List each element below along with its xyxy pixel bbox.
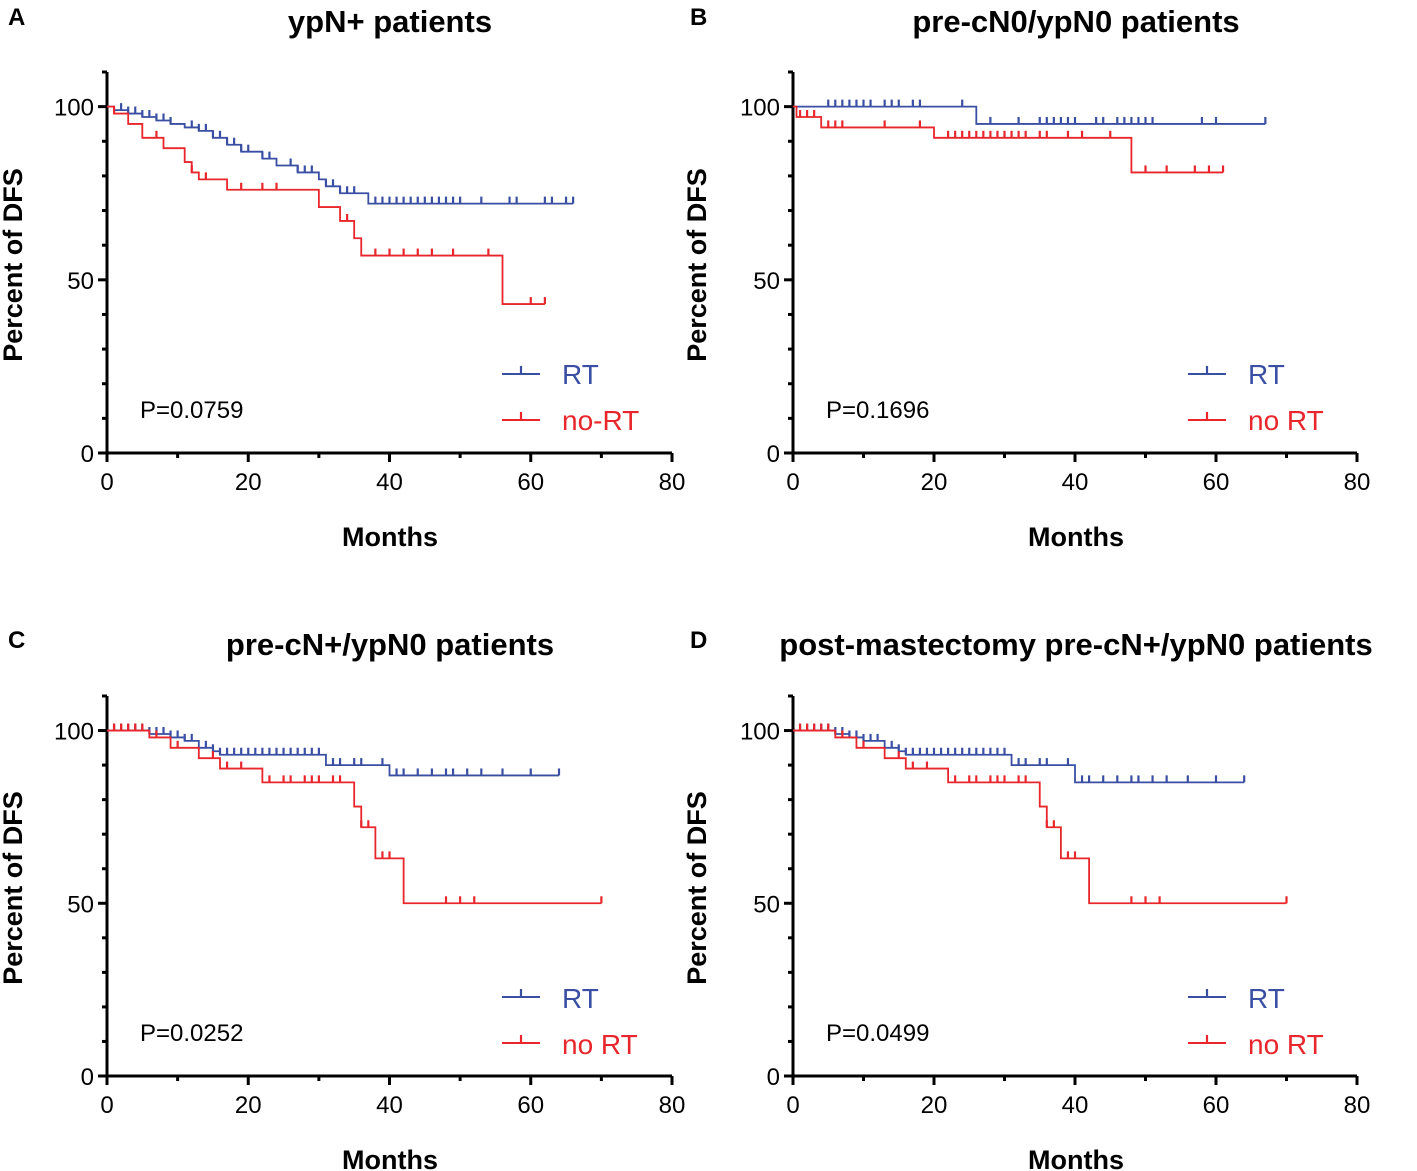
km-curve-nort-b: [793, 105, 1224, 174]
y-tick-label-b: 50: [753, 268, 780, 295]
x-tick-label-d: 0: [786, 1092, 799, 1119]
km-curve-rt-d: [793, 729, 1245, 784]
panel-a: A ypN+ patients Months Percent of DFS P=…: [0, 4, 685, 552]
p-value-a: P=0.0759: [140, 397, 243, 424]
y-tick-label-c: 0: [81, 1064, 94, 1091]
legend-nort-label-c: no RT: [562, 1029, 638, 1060]
y-axis-label-c: Percent of DFS: [0, 791, 28, 985]
km-curve-nort-c: [107, 729, 602, 905]
x-tick-label-c: 0: [100, 1092, 113, 1119]
panel-c: C pre-cN+/ypN0 patients Months Percent o…: [0, 627, 685, 1171]
x-tick-label-b: 40: [1062, 469, 1089, 496]
x-tick-label-c: 20: [235, 1092, 262, 1119]
x-tick-label-c: 60: [517, 1092, 544, 1119]
x-tick-label-c: 40: [376, 1092, 403, 1119]
panel-letter-b: B: [690, 4, 707, 31]
y-axis-label-b: Percent of DFS: [682, 168, 712, 362]
panel-title-a: ypN+ patients: [288, 4, 492, 39]
x-tick-label-b: 60: [1203, 469, 1230, 496]
x-axis-label-d: Months: [1028, 1145, 1124, 1171]
x-tick-label-b: 80: [1344, 469, 1371, 496]
legend-rt-label-c: RT: [562, 983, 599, 1014]
panel-letter-a: A: [8, 4, 25, 31]
km-curve-rt-b: [793, 105, 1266, 125]
x-tick-label-a: 40: [376, 469, 403, 496]
x-tick-label-a: 80: [659, 469, 686, 496]
panel-title-b: pre-cN0/ypN0 patients: [912, 4, 1239, 39]
y-tick-label-b: 100: [740, 95, 780, 122]
y-axis-label-a: Percent of DFS: [0, 168, 28, 362]
x-axis-label-a: Months: [342, 522, 438, 552]
panel-title-c: pre-cN+/ypN0 patients: [226, 627, 554, 662]
legend-rt-label-b: RT: [1248, 359, 1285, 390]
y-tick-label-d: 50: [753, 891, 780, 918]
legend-nort-label-b: no RT: [1248, 405, 1324, 436]
legend-rt-label-d: RT: [1248, 983, 1285, 1014]
panel-b: B pre-cN0/ypN0 patients Months Percent o…: [682, 4, 1370, 552]
y-tick-label-c: 50: [67, 891, 94, 918]
y-tick-label-a: 50: [67, 268, 94, 295]
x-tick-label-d: 80: [1344, 1092, 1371, 1119]
legend-rt-label-a: RT: [562, 359, 599, 390]
p-value-b: P=0.1696: [826, 397, 929, 424]
km-curve-nort-a: [107, 105, 545, 305]
x-tick-label-d: 60: [1203, 1092, 1230, 1119]
x-tick-label-d: 40: [1062, 1092, 1089, 1119]
km-curve-nort-d: [793, 729, 1287, 905]
panel-letter-d: D: [690, 627, 707, 654]
y-tick-label-c: 100: [54, 719, 94, 746]
legend-nort-label-d: no RT: [1248, 1029, 1324, 1060]
x-tick-label-c: 80: [659, 1092, 686, 1119]
x-tick-label-a: 20: [235, 469, 262, 496]
y-tick-label-a: 100: [54, 95, 94, 122]
p-value-c: P=0.0252: [140, 1020, 243, 1047]
x-tick-label-a: 60: [517, 469, 544, 496]
x-axis-label-c: Months: [342, 1145, 438, 1171]
y-tick-label-d: 100: [740, 719, 780, 746]
x-tick-label-d: 20: [921, 1092, 948, 1119]
x-tick-label-b: 0: [786, 469, 799, 496]
legend-nort-label-a: no-RT: [562, 405, 639, 436]
p-value-d: P=0.0499: [826, 1020, 929, 1047]
y-tick-label-d: 0: [767, 1064, 780, 1091]
x-axis-label-b: Months: [1028, 522, 1124, 552]
panel-letter-c: C: [8, 627, 25, 654]
panel-d: D post-mastectomy pre-cN+/ypN0 patients …: [682, 627, 1373, 1171]
y-tick-label-a: 0: [81, 441, 94, 468]
x-tick-label-b: 20: [921, 469, 948, 496]
km-curve-rt-c: [107, 729, 559, 777]
x-tick-label-a: 0: [100, 469, 113, 496]
y-tick-label-b: 0: [767, 441, 780, 468]
y-axis-label-d: Percent of DFS: [682, 791, 712, 985]
panel-title-d: post-mastectomy pre-cN+/ypN0 patients: [779, 627, 1372, 662]
